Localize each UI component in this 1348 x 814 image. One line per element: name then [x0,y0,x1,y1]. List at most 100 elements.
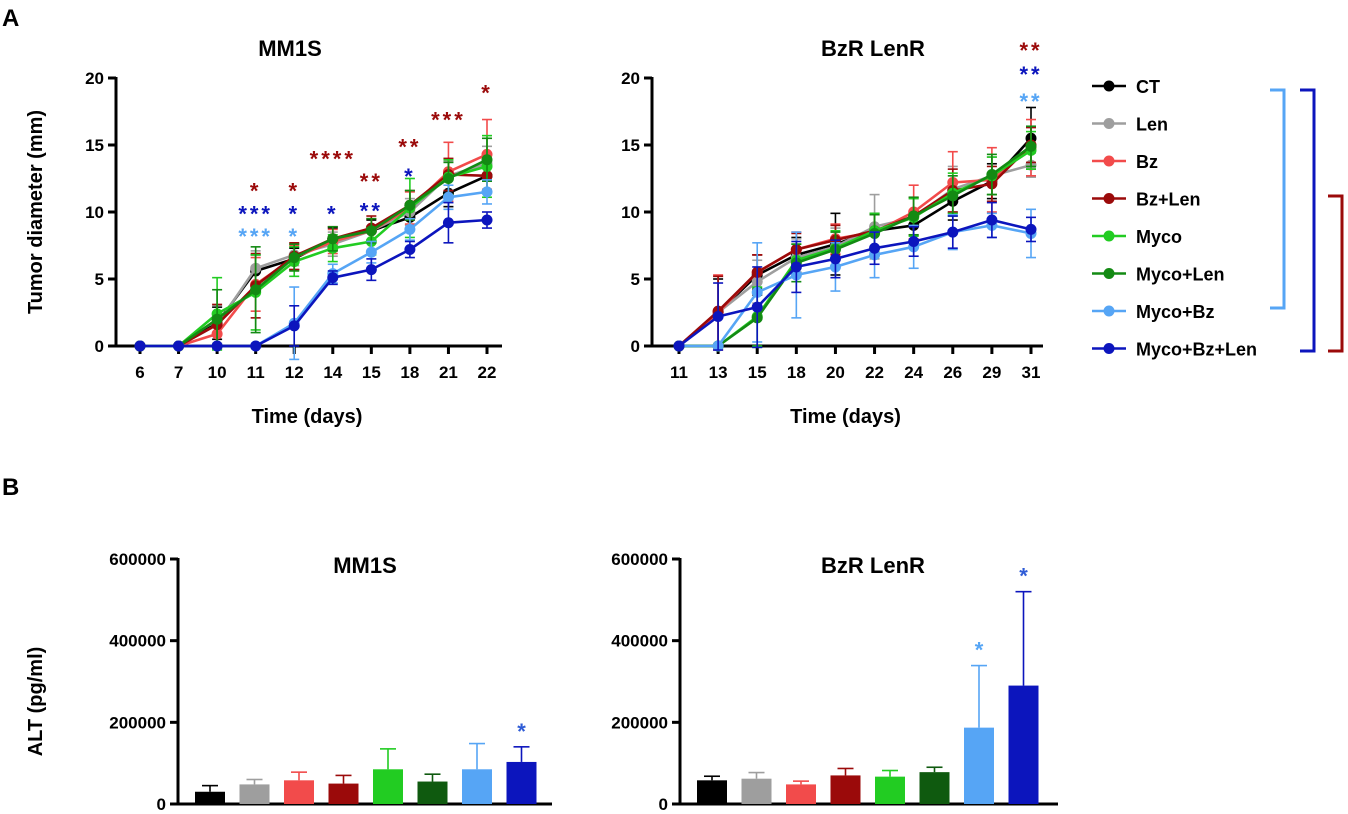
data-point [250,340,262,352]
x-tick-label: 15 [748,363,767,382]
x-tick-label: 11 [670,363,688,382]
bar-myco-bz-len [506,761,537,804]
legend-marker [1103,230,1115,242]
bar-ct [697,780,727,804]
significance-marker: * [250,179,262,204]
x-tick-label: 14 [323,363,342,382]
legend-item-bz-len: Bz+Len [1092,190,1201,210]
data-point [869,242,881,254]
data-point [481,186,493,198]
data-point [986,168,998,180]
legend-label: Len [1136,115,1168,135]
legend-marker [1103,118,1115,129]
x-tick-label: 21 [439,363,458,382]
series-line [679,145,1032,348]
x-tick-label: 10 [208,363,227,382]
legend-item-bz: Bz [1092,152,1158,172]
significance-marker: **** [310,146,356,171]
data-point [404,199,416,211]
legend-label: Bz+Len [1136,190,1201,210]
significance-marker: *** [431,108,466,133]
legend-marker [1103,343,1115,354]
legend-marker [1103,305,1115,317]
x-axis-label: Time (days) [790,406,901,428]
bar-myco-bz [964,727,994,804]
x-tick-label: 12 [285,363,304,382]
panel-label-a: A [2,5,19,32]
data-point [908,235,920,247]
significance-marker: ** [360,169,383,194]
y-tick-label: 5 [631,270,640,289]
data-point [288,320,300,332]
x-tick-label: 29 [982,363,1001,382]
y-tick-label: 10 [621,203,640,222]
legend-marker [1103,80,1115,92]
data-point [481,154,493,166]
x-tick-label: 11 [247,363,265,382]
significance-marker: ** [398,134,421,159]
significance-marker: ** [360,199,383,224]
legend-marker [1103,155,1115,167]
legend-marker [1103,193,1115,204]
bar-myco-bz-len [1008,685,1039,804]
chart-title: MM1S [333,553,397,578]
data-point [986,214,998,226]
series-line [140,174,488,348]
legend-item-myco-len: Myco+Len [1092,265,1225,285]
bar-myco-len [417,781,448,804]
data-point [908,210,920,222]
series-myco-bz-len [134,201,493,352]
significance-brackets [1270,88,1344,353]
data-point [404,223,416,235]
data-point [829,253,841,265]
legend: CT Len Bz Bz+Len Myco Myco+Len Myco+Bz Myco+Bz+… [1092,77,1257,360]
y-tick-label: 200000 [611,713,668,732]
y-tick-label: 400000 [109,632,166,651]
data-point [327,233,339,245]
significance-marker: * [517,719,526,744]
bar-myco [875,776,905,804]
bracket-bz-len [1328,194,1344,353]
data-point [365,264,377,276]
series-myco-bz [673,208,1037,352]
series-line [678,146,1032,347]
line-chart-bzr-lenr: BzR LenR 0 5 10 15 20 11 13 15 18 20 22 24 26 29 31 Time… [621,36,1043,428]
data-point [134,340,146,352]
legend-label: Myco+Bz+Len [1136,340,1257,360]
bar-chart-bzr-lenr: BzR LenR 0 200000 400000 600000 * * [611,550,1058,814]
legend-label: Bz [1136,152,1158,172]
legend-marker [1103,268,1115,279]
legend-label: Myco+Bz [1136,302,1215,322]
series-line [678,218,1032,348]
series-line [140,153,488,348]
legend-label: CT [1136,77,1160,97]
chart-title: MM1S [258,36,322,61]
significance-marker: * [288,224,300,249]
data-point [365,246,377,258]
data-point [673,340,685,352]
y-tick-label: 0 [95,337,104,356]
x-tick-label: 18 [400,363,419,382]
x-tick-label: 22 [478,363,497,382]
bar-myco-len [919,772,950,804]
significance-marker: *** [238,224,273,249]
legend-item-myco-bz-len: Myco+Bz+Len [1092,340,1257,360]
chart-title: BzR LenR [821,553,925,578]
y-tick-label: 600000 [109,550,166,569]
bar-ct [195,791,225,804]
data-point [288,252,300,264]
y-tick-label: 10 [85,203,104,222]
data-point [173,340,185,352]
significance-marker: * [481,81,493,106]
data-point [442,173,454,184]
data-point [712,311,724,323]
y-axis-label: ALT (pg/ml) [25,647,47,757]
bar-myco [373,769,403,804]
x-tick-label: 15 [362,363,381,382]
bar-len [741,778,772,804]
data-point [442,217,454,229]
series-line [140,165,488,348]
data-point [327,272,339,284]
x-tick-label: 6 [135,363,144,382]
data-point [442,191,454,203]
